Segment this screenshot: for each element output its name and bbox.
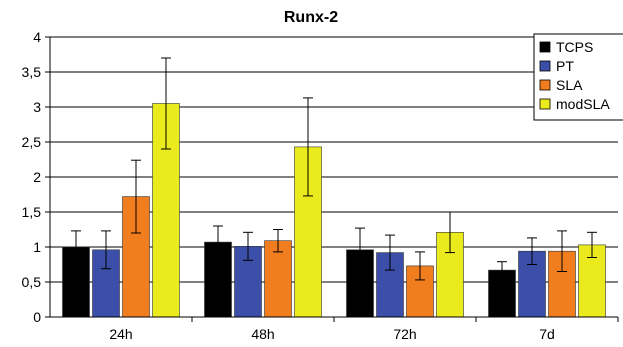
legend-swatch-tcps <box>539 41 551 53</box>
legend-swatch-pt <box>539 60 551 72</box>
chart-title: Runx-2 <box>284 9 338 26</box>
legend-label-modsla: modSLA <box>556 96 610 112</box>
axes: 0 0,5 1 1,5 2 2,5 3 3,5 4 24h 48h 72h 7d <box>22 29 619 342</box>
y-tick-label: 0 <box>33 309 41 325</box>
y-tick-label: 2 <box>33 169 41 185</box>
y-tick-label: 3 <box>33 99 41 115</box>
x-tick-label: 48h <box>251 326 274 342</box>
legend-label-tcps: TCPS <box>556 39 593 55</box>
legend-label-sla: SLA <box>556 77 583 93</box>
legend: TCPS PT SLA modSLA <box>533 33 623 121</box>
x-tick-label: 24h <box>109 326 132 342</box>
legend-swatch-modsla <box>539 98 551 110</box>
bar-tcps-48h <box>204 241 232 318</box>
legend-label-pt: PT <box>556 58 574 74</box>
x-tick-label: 7d <box>539 326 555 342</box>
y-tick-label: 3,5 <box>22 64 42 80</box>
y-tick-label: 0,5 <box>22 274 42 290</box>
bars <box>62 57 606 318</box>
x-tick-label: 72h <box>393 326 416 342</box>
y-tick-label: 1 <box>33 239 41 255</box>
y-tick-label: 4 <box>33 29 41 45</box>
legend-swatch-sla <box>539 79 551 91</box>
y-tick-label: 1,5 <box>22 204 42 220</box>
y-tick-label: 2,5 <box>22 134 42 150</box>
